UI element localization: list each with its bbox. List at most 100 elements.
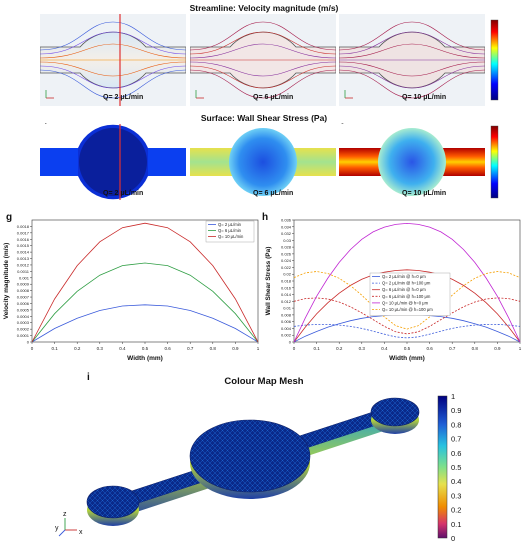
panel-letter-h: h (262, 212, 269, 223)
q-label-a: Q= 2 μL/min (103, 94, 144, 101)
x-tick-label: 0.3 (359, 346, 366, 351)
colorbar-surface (490, 125, 499, 199)
x-tick-label: 0.2 (336, 346, 343, 351)
y-tick-label: 0.0001 (17, 333, 30, 338)
y-tick-label: 0.008 (281, 312, 292, 317)
y-tick-label: 0.0014 (17, 250, 30, 255)
y-tick-label: 0.0012 (17, 262, 30, 267)
x-tick-label: 0 (31, 346, 34, 351)
colorbar-tick-label: 0.1 (451, 520, 461, 529)
y-tick-label: 0.03 (283, 238, 292, 243)
q-label-b: Q= 6 μL/min (253, 94, 294, 101)
x-tick-label: 0.6 (164, 346, 171, 351)
h-x-axis-label: Width (mm) (389, 355, 425, 362)
y-tick-label: 0.0009 (17, 282, 30, 287)
chart-g: 0 0.1 0.2 0.3 0.4 0.5 0.6 0.7 0.8 0.9 100.00010.00… (3, 219, 260, 362)
y-tick-label: 0.01 (283, 306, 292, 311)
colorbar-mesh: 1 0.9 0.8 0.7 0.6 0.5 0.4 0.3 0.2 0.1 0 (437, 392, 461, 543)
y-tick-label: 0.034 (281, 224, 292, 229)
series-line-2 (31, 222, 259, 343)
q-label-d: Q= 2 μL/min (103, 190, 144, 197)
x-tick-label: 0.8 (472, 346, 479, 351)
x-tick-label: 1 (519, 346, 522, 351)
streamline-panel-b (190, 14, 336, 106)
y-tick-label: 0.022 (281, 265, 292, 270)
y-tick-label: 0.0017 (17, 230, 30, 235)
y-tick-label: 0.02 (283, 272, 292, 277)
legend-entry: Q= 6 μL/min @ h=0 μm (382, 287, 426, 292)
y-tick-label: 0.026 (281, 251, 292, 256)
x-tick-label: 0.9 (232, 346, 239, 351)
x-tick-label: 0.9 (494, 346, 501, 351)
axis-triad-i: x y z (55, 511, 83, 537)
y-tick-label: 0 (289, 340, 292, 345)
series-line-1 (293, 324, 521, 339)
y-tick-label: 0.0013 (17, 256, 30, 261)
x-tick-label: 0.6 (426, 346, 433, 351)
y-tick-label: 0.0018 (17, 224, 30, 229)
series-line-0 (31, 304, 259, 343)
panel-letter-g: g (6, 212, 13, 223)
x-tick-label: 0.4 (381, 346, 388, 351)
y-tick-label: 0.016 (281, 285, 292, 290)
legend-entry: Q= 2 μL/min (218, 222, 242, 227)
y-tick-label: 0.0007 (17, 295, 30, 300)
x-tick-label: 0.4 (119, 346, 126, 351)
y-tick-label: 0.002 (281, 333, 292, 338)
legend-entry: Q= 2 μL/min @ h=100 μm (382, 281, 431, 286)
q-label-e: Q= 6 μL/min (253, 190, 294, 197)
streamline-title: Streamline: Velocity magnitude (m/s) (189, 3, 339, 13)
y-tick-label: 0.0016 (17, 237, 30, 242)
legend-entry: Q= 6 μL/min (218, 228, 242, 233)
y-tick-label: 0.004 (281, 326, 292, 331)
series-line-1 (31, 262, 259, 343)
x-tick-label: 0.3 (97, 346, 104, 351)
streamlines-c (339, 21, 485, 99)
streamline-panel-c (339, 14, 485, 106)
colorbar-tick-label: 0.7 (451, 435, 461, 444)
y-tick-label: 0.024 (281, 258, 292, 263)
chart-h: 0 0.1 0.2 0.3 0.4 0.5 0.6 0.7 0.8 0.9 1 0 0.002 0.004… (265, 218, 522, 363)
triad-z-label: z (63, 511, 67, 518)
legend-entry: Q= 6 μL/min @ h=100 μm (382, 294, 431, 299)
legend-entry: Q= 10 μL/min @ h=0 μm (382, 300, 429, 305)
y-tick-label: 0.028 (281, 245, 292, 250)
axis-triad-a (45, 90, 54, 99)
streamlines-b (190, 21, 336, 99)
colorbar-tick-label: 0.9 (451, 406, 461, 415)
legend-box (205, 220, 255, 243)
y-tick-label: 0.001 (19, 275, 30, 280)
legend-entry: Q= 2 μL/min @ h=0 μm (382, 274, 426, 279)
x-tick-label: 0.8 (210, 346, 217, 351)
y-tick-label: 0.036 (281, 218, 292, 223)
axis-triad-c (344, 90, 353, 99)
surface-panel-d (40, 124, 186, 200)
q-label-f: Q= 10 μL/min (402, 190, 447, 197)
axis-triad-b (195, 90, 204, 99)
colorbar-tick-label: 0.6 (451, 449, 461, 458)
y-tick-label: 0.0008 (17, 288, 30, 293)
legend-box (369, 272, 451, 316)
h-y-axis-label: Wall Shear Stress (Pa) (265, 247, 272, 316)
colorbar-tick-label: 0.2 (451, 506, 461, 515)
colorbar-tick-label: 0.5 (451, 463, 461, 472)
y-tick-label: 0.032 (281, 231, 292, 236)
x-tick-label: 0.5 (404, 346, 411, 351)
panel-letter-i: i (87, 372, 90, 383)
y-tick-label: 0.006 (281, 319, 292, 324)
surface-title: Surface: Wall Shear Stress (Pa) (200, 113, 328, 123)
y-tick-label: 0.018 (281, 279, 292, 284)
triad-x-label: x (79, 529, 83, 536)
g-x-axis-label: Width (mm) (127, 355, 163, 362)
x-tick-label: 0 (293, 346, 296, 351)
streamline-panel-a (40, 14, 186, 106)
x-tick-label: 0.1 (313, 346, 320, 351)
y-tick-label: 0.0003 (17, 320, 30, 325)
streamlines-a (40, 21, 186, 99)
x-tick-label: 0.7 (187, 346, 194, 351)
x-tick-label: 1 (257, 346, 260, 351)
y-tick-label: 0.0006 (17, 301, 30, 306)
x-tick-label: 0.7 (449, 346, 456, 351)
g-y-axis-label: Velocity magnitude (m/s) (3, 243, 10, 320)
colorbar-tick-label: 0.4 (451, 477, 461, 486)
